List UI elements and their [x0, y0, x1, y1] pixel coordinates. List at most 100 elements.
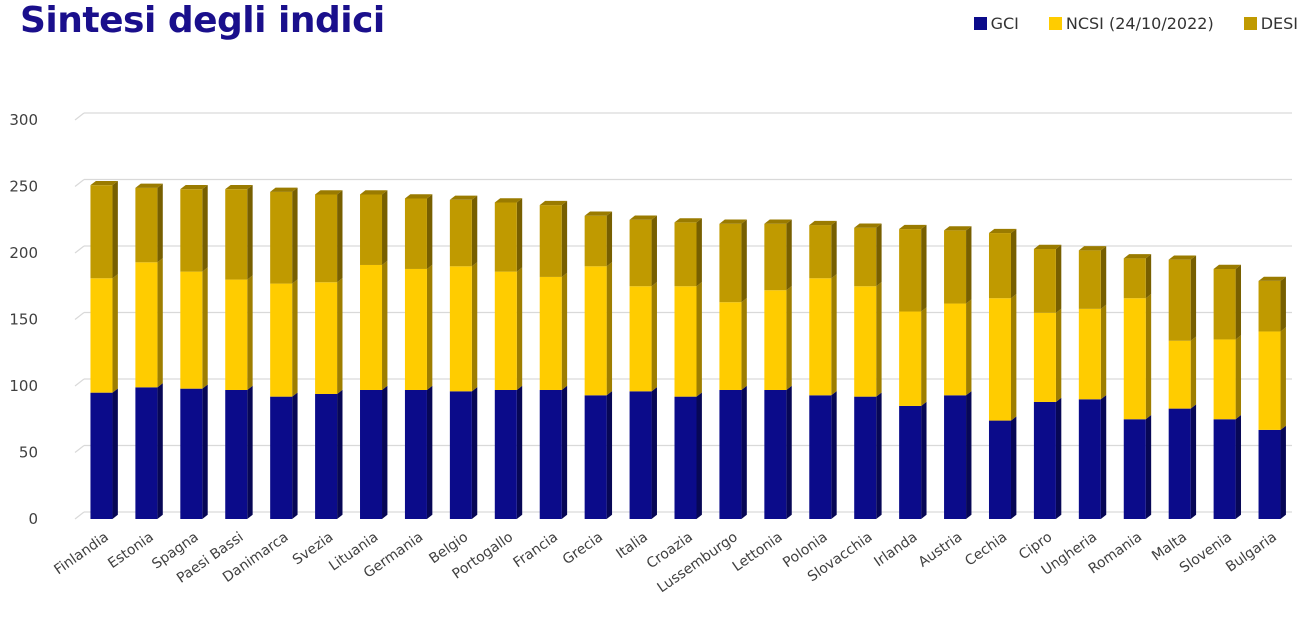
- bar: [180, 189, 203, 272]
- x-tick-label: Estonia: [105, 529, 156, 572]
- bar-side: [606, 211, 613, 267]
- y-tick-label: 100: [9, 377, 38, 395]
- bar-side: [247, 275, 253, 390]
- bar-side: [112, 180, 118, 279]
- bar-top: [270, 187, 298, 192]
- bar: [899, 311, 922, 406]
- bar-side: [382, 260, 388, 390]
- bar: [404, 268, 427, 390]
- bar-side: [1145, 294, 1152, 420]
- bar-top: [90, 180, 118, 186]
- bar: [539, 389, 562, 519]
- legend-label-ncsi: NCSI (24/10/2022): [1065, 14, 1214, 33]
- bar-side: [112, 388, 118, 519]
- x-tick-label: Grecia: [560, 529, 606, 568]
- bar-side: [202, 184, 208, 272]
- bar-side: [696, 282, 702, 397]
- bar: [764, 389, 787, 519]
- bar: [90, 185, 113, 279]
- legend-swatch-gci: [973, 17, 987, 30]
- bar: [1123, 298, 1146, 420]
- bar: [404, 198, 427, 269]
- bar-side: [426, 264, 433, 390]
- bar-side: [1235, 264, 1242, 340]
- y-tick-label: 150: [9, 311, 38, 329]
- bar-side: [1010, 228, 1017, 299]
- bar: [90, 392, 113, 519]
- bar: [449, 266, 472, 392]
- bar: [315, 282, 338, 394]
- bar-side: [741, 385, 747, 519]
- bar-side: [651, 215, 657, 287]
- bar-side: [337, 389, 343, 519]
- bar-side: [921, 307, 927, 406]
- bar-side: [337, 278, 343, 394]
- bar: [629, 391, 652, 519]
- bar-side: [831, 391, 837, 519]
- bar-side: [1145, 254, 1152, 299]
- x-tick-label: Austria: [916, 529, 966, 570]
- bar: [944, 395, 967, 519]
- bar-side: [921, 224, 927, 312]
- bar: [360, 264, 383, 390]
- bar: [899, 405, 922, 519]
- x-tick-label: Lussemburgo: [655, 529, 741, 596]
- bar: [135, 387, 158, 519]
- bar-top: [539, 200, 568, 206]
- bar: [1123, 258, 1146, 299]
- bar-top: [360, 190, 388, 195]
- bar-side: [471, 387, 478, 519]
- bar: [1213, 339, 1236, 420]
- bar: [539, 205, 562, 277]
- bar: [854, 396, 877, 519]
- bar: [809, 395, 832, 519]
- x-tick-label: Finlandia: [51, 529, 111, 578]
- bar-side: [966, 299, 972, 396]
- bar-side: [426, 194, 433, 269]
- bar-side: [1235, 415, 1242, 519]
- bar: [944, 303, 967, 396]
- bar: [854, 286, 877, 397]
- bar-side: [741, 219, 747, 303]
- bar-side: [382, 190, 388, 265]
- bar-top: [449, 195, 478, 200]
- grid-line-side: [74, 245, 85, 254]
- bar-side: [1010, 416, 1017, 519]
- bar-side: [202, 267, 208, 389]
- bar-side: [1190, 255, 1197, 341]
- grid-line-side: [74, 112, 85, 121]
- chart-legend: GCI NCSI (24/10/2022) DESI: [973, 14, 1298, 33]
- bar-top: [584, 211, 613, 216]
- bar-side: [741, 298, 747, 390]
- y-tick-label: 250: [9, 178, 38, 196]
- bar: [674, 222, 697, 287]
- grid-line-side: [74, 511, 85, 520]
- bar-top: [1078, 246, 1107, 251]
- bar: [449, 391, 472, 519]
- bar: [809, 278, 832, 396]
- bar-side: [1190, 336, 1197, 409]
- bar-side: [696, 392, 702, 519]
- y-tick-label: 50: [19, 444, 38, 462]
- bar-side: [831, 274, 837, 396]
- legend-item-desi: DESI: [1243, 14, 1298, 33]
- x-tick-label: Bulgaria: [1223, 529, 1280, 575]
- bar-side: [471, 195, 478, 267]
- bar-side: [1055, 397, 1062, 519]
- bar: [584, 215, 607, 267]
- bar: [1078, 399, 1101, 519]
- bar-top: [988, 228, 1017, 234]
- bar-side: [292, 187, 298, 284]
- bar-side: [202, 384, 208, 519]
- bar: [180, 271, 203, 389]
- bar: [1258, 280, 1281, 332]
- bar: [449, 199, 472, 267]
- bar: [1258, 429, 1281, 519]
- bar-top: [629, 215, 657, 220]
- bar-side: [921, 401, 927, 519]
- bar-side: [1100, 246, 1107, 309]
- bar-side: [876, 282, 882, 397]
- page-title: Sintesi degli indici: [20, 0, 385, 41]
- bar-side: [1280, 425, 1286, 519]
- bar-side: [786, 286, 792, 390]
